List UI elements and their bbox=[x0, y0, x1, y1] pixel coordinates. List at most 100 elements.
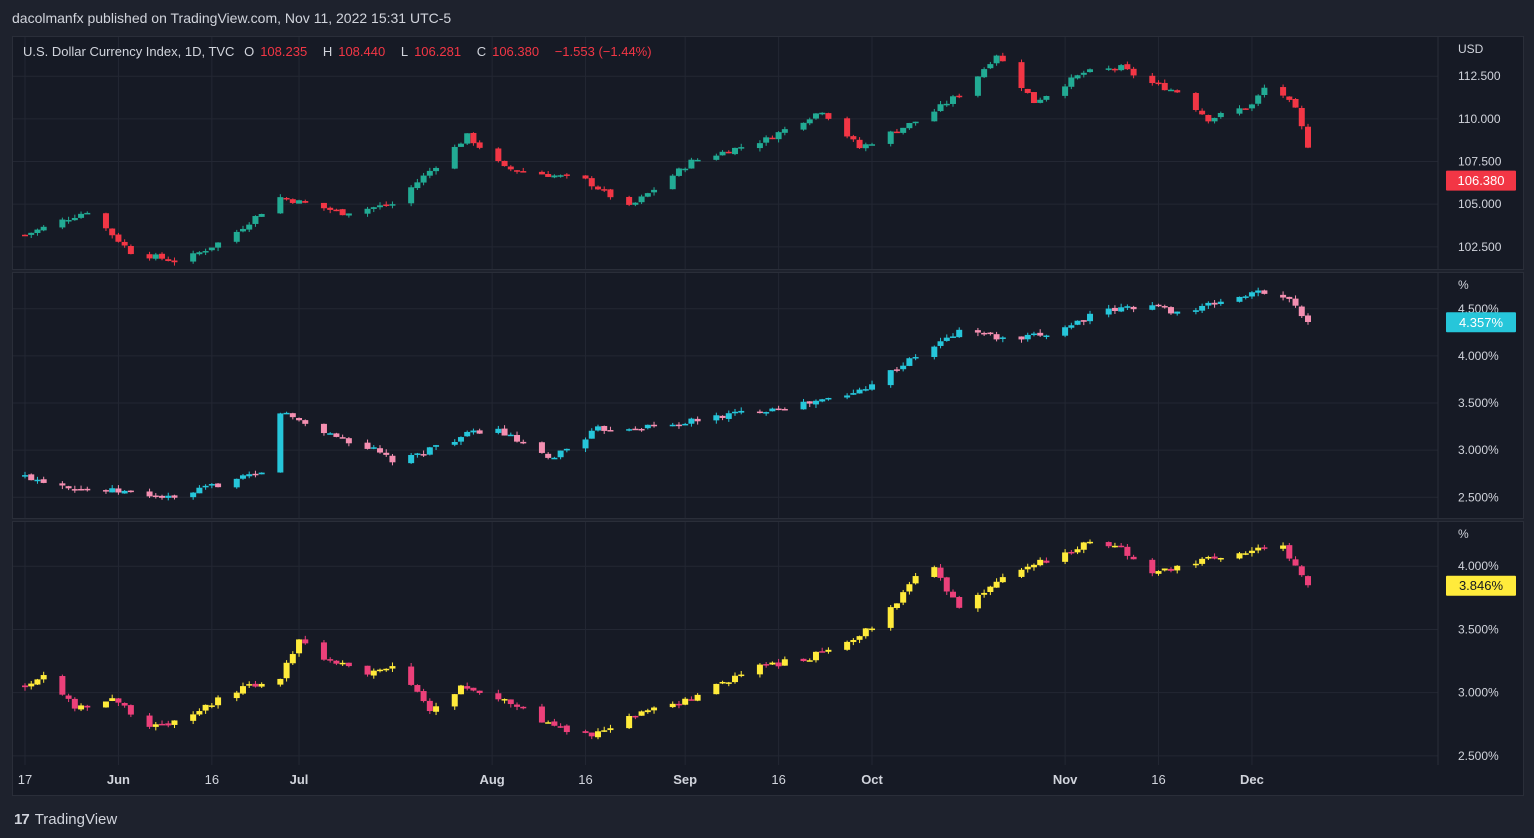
candle-down bbox=[1124, 64, 1131, 70]
candle-up bbox=[1087, 69, 1094, 73]
candle-up bbox=[869, 144, 876, 146]
candle-up bbox=[258, 472, 265, 475]
candle-up bbox=[719, 151, 726, 156]
candle-up bbox=[171, 720, 178, 725]
candle-down bbox=[1261, 547, 1268, 549]
candle-up bbox=[470, 430, 477, 433]
candle-up bbox=[71, 217, 78, 221]
y-tick-label: 3.500% bbox=[1458, 622, 1499, 636]
candle-down bbox=[893, 131, 900, 134]
candle-up bbox=[651, 189, 658, 193]
candle-down bbox=[302, 639, 309, 644]
candle-up bbox=[688, 159, 695, 169]
candle-up bbox=[426, 447, 433, 455]
candle-up bbox=[738, 147, 745, 149]
yield-cyan-candlestick-panel[interactable]: 2.500% 3.000% 3.500% 4.000% 4.500%% 4.357% bbox=[12, 272, 1524, 519]
candle-down bbox=[607, 189, 614, 198]
yellow-chart-svg[interactable]: 2.500% 3.000% 3.500% 4.000%% 3.846% bbox=[13, 522, 1523, 766]
candle-down bbox=[514, 704, 521, 707]
candle-down bbox=[1161, 82, 1168, 91]
candle-up bbox=[202, 251, 209, 253]
candle-down bbox=[1124, 546, 1131, 556]
candle-up bbox=[563, 448, 570, 451]
candle-up bbox=[781, 659, 788, 666]
candle-up bbox=[551, 175, 558, 178]
candle-down bbox=[1130, 556, 1137, 560]
candle-up bbox=[457, 685, 464, 695]
last-value-label: 4.357% bbox=[1459, 315, 1504, 330]
y-tick-label: 4.000% bbox=[1458, 349, 1499, 363]
candle-down bbox=[252, 473, 259, 476]
candle-down bbox=[601, 189, 608, 191]
candle-down bbox=[1018, 336, 1025, 340]
y-tick-label: 107.500 bbox=[1458, 155, 1502, 169]
candle-up bbox=[732, 147, 739, 155]
candle-up bbox=[644, 710, 651, 713]
candle-up bbox=[812, 400, 819, 405]
tradingview-branding: 17 TradingView bbox=[14, 808, 117, 830]
legend-close-label: C bbox=[476, 44, 487, 59]
time-axis[interactable]: 17 Jun 16 Jul Aug 16 Sep 16 Oct Nov 16 Dec bbox=[12, 765, 1524, 796]
x-tick-label: Nov bbox=[1053, 772, 1078, 787]
candle-up bbox=[289, 654, 296, 664]
candle-down bbox=[1192, 93, 1199, 111]
last-value-tag bbox=[1446, 575, 1516, 596]
candle-up bbox=[1030, 333, 1037, 336]
candle-up bbox=[34, 679, 41, 685]
dxy-candlestick-panel[interactable]: U.S. Dollar Currency Index, 1D, TVC O 108… bbox=[12, 36, 1524, 270]
candle-down bbox=[781, 408, 788, 411]
candle-down bbox=[102, 490, 109, 492]
candle-up bbox=[682, 168, 689, 171]
candle-down bbox=[1199, 110, 1206, 115]
candle-down bbox=[65, 486, 72, 489]
candle-up bbox=[1192, 563, 1199, 566]
candle-down bbox=[127, 490, 134, 493]
candle-up bbox=[28, 232, 35, 235]
candle-down bbox=[588, 732, 595, 737]
candle-up bbox=[1111, 545, 1118, 548]
candle-up bbox=[246, 684, 253, 686]
candle-down bbox=[121, 241, 128, 246]
candle-up bbox=[239, 686, 246, 694]
candle-up bbox=[1242, 553, 1249, 555]
cyan-chart-svg[interactable]: 2.500%3.000%3.500%4.000%4.500%%4.357% bbox=[13, 273, 1523, 518]
candle-down bbox=[999, 55, 1006, 62]
candle-up bbox=[215, 242, 222, 248]
candle-down bbox=[582, 731, 589, 733]
candle-up bbox=[451, 441, 458, 445]
candle-down bbox=[520, 441, 527, 444]
yield-yellow-candlestick-panel[interactable]: 2.500% 3.000% 3.500% 4.000%% 3.846% bbox=[12, 521, 1524, 767]
candle-down bbox=[775, 408, 782, 411]
candle-up bbox=[1248, 292, 1255, 297]
candle-down bbox=[408, 666, 415, 685]
candle-down bbox=[159, 253, 166, 259]
candle-up bbox=[713, 683, 720, 695]
candle-up bbox=[233, 478, 240, 488]
candle-down bbox=[345, 662, 352, 667]
candle-up bbox=[1255, 95, 1262, 104]
candle-down bbox=[377, 448, 384, 453]
candle-down bbox=[1105, 542, 1112, 547]
x-tick-label: Dec bbox=[1240, 772, 1264, 787]
candle-up bbox=[800, 401, 807, 410]
candle-down bbox=[127, 246, 134, 255]
candle-up bbox=[507, 434, 514, 437]
candle-down bbox=[563, 174, 570, 176]
x-tick-label: Jul bbox=[290, 772, 309, 787]
y-tick-label: 3.000% bbox=[1458, 443, 1499, 457]
candle-up bbox=[937, 104, 944, 112]
candle-up bbox=[1236, 296, 1243, 302]
candle-down bbox=[594, 186, 601, 190]
dxy-chart-svg[interactable]: 102.500 105.000 107.500 110.000 112.500 USD 10… bbox=[13, 37, 1523, 269]
candle-up bbox=[121, 490, 128, 494]
candle-up bbox=[1074, 320, 1081, 325]
unit-label: USD bbox=[1458, 42, 1484, 56]
last-value-label: 3.846% bbox=[1459, 578, 1504, 593]
legend-low: 106.281 bbox=[414, 44, 462, 59]
candle-up bbox=[196, 711, 203, 715]
candle-up bbox=[993, 55, 1000, 64]
candle-up bbox=[999, 577, 1006, 583]
candle-up bbox=[806, 119, 813, 124]
candle-up bbox=[632, 202, 639, 205]
candle-up bbox=[1068, 325, 1075, 328]
